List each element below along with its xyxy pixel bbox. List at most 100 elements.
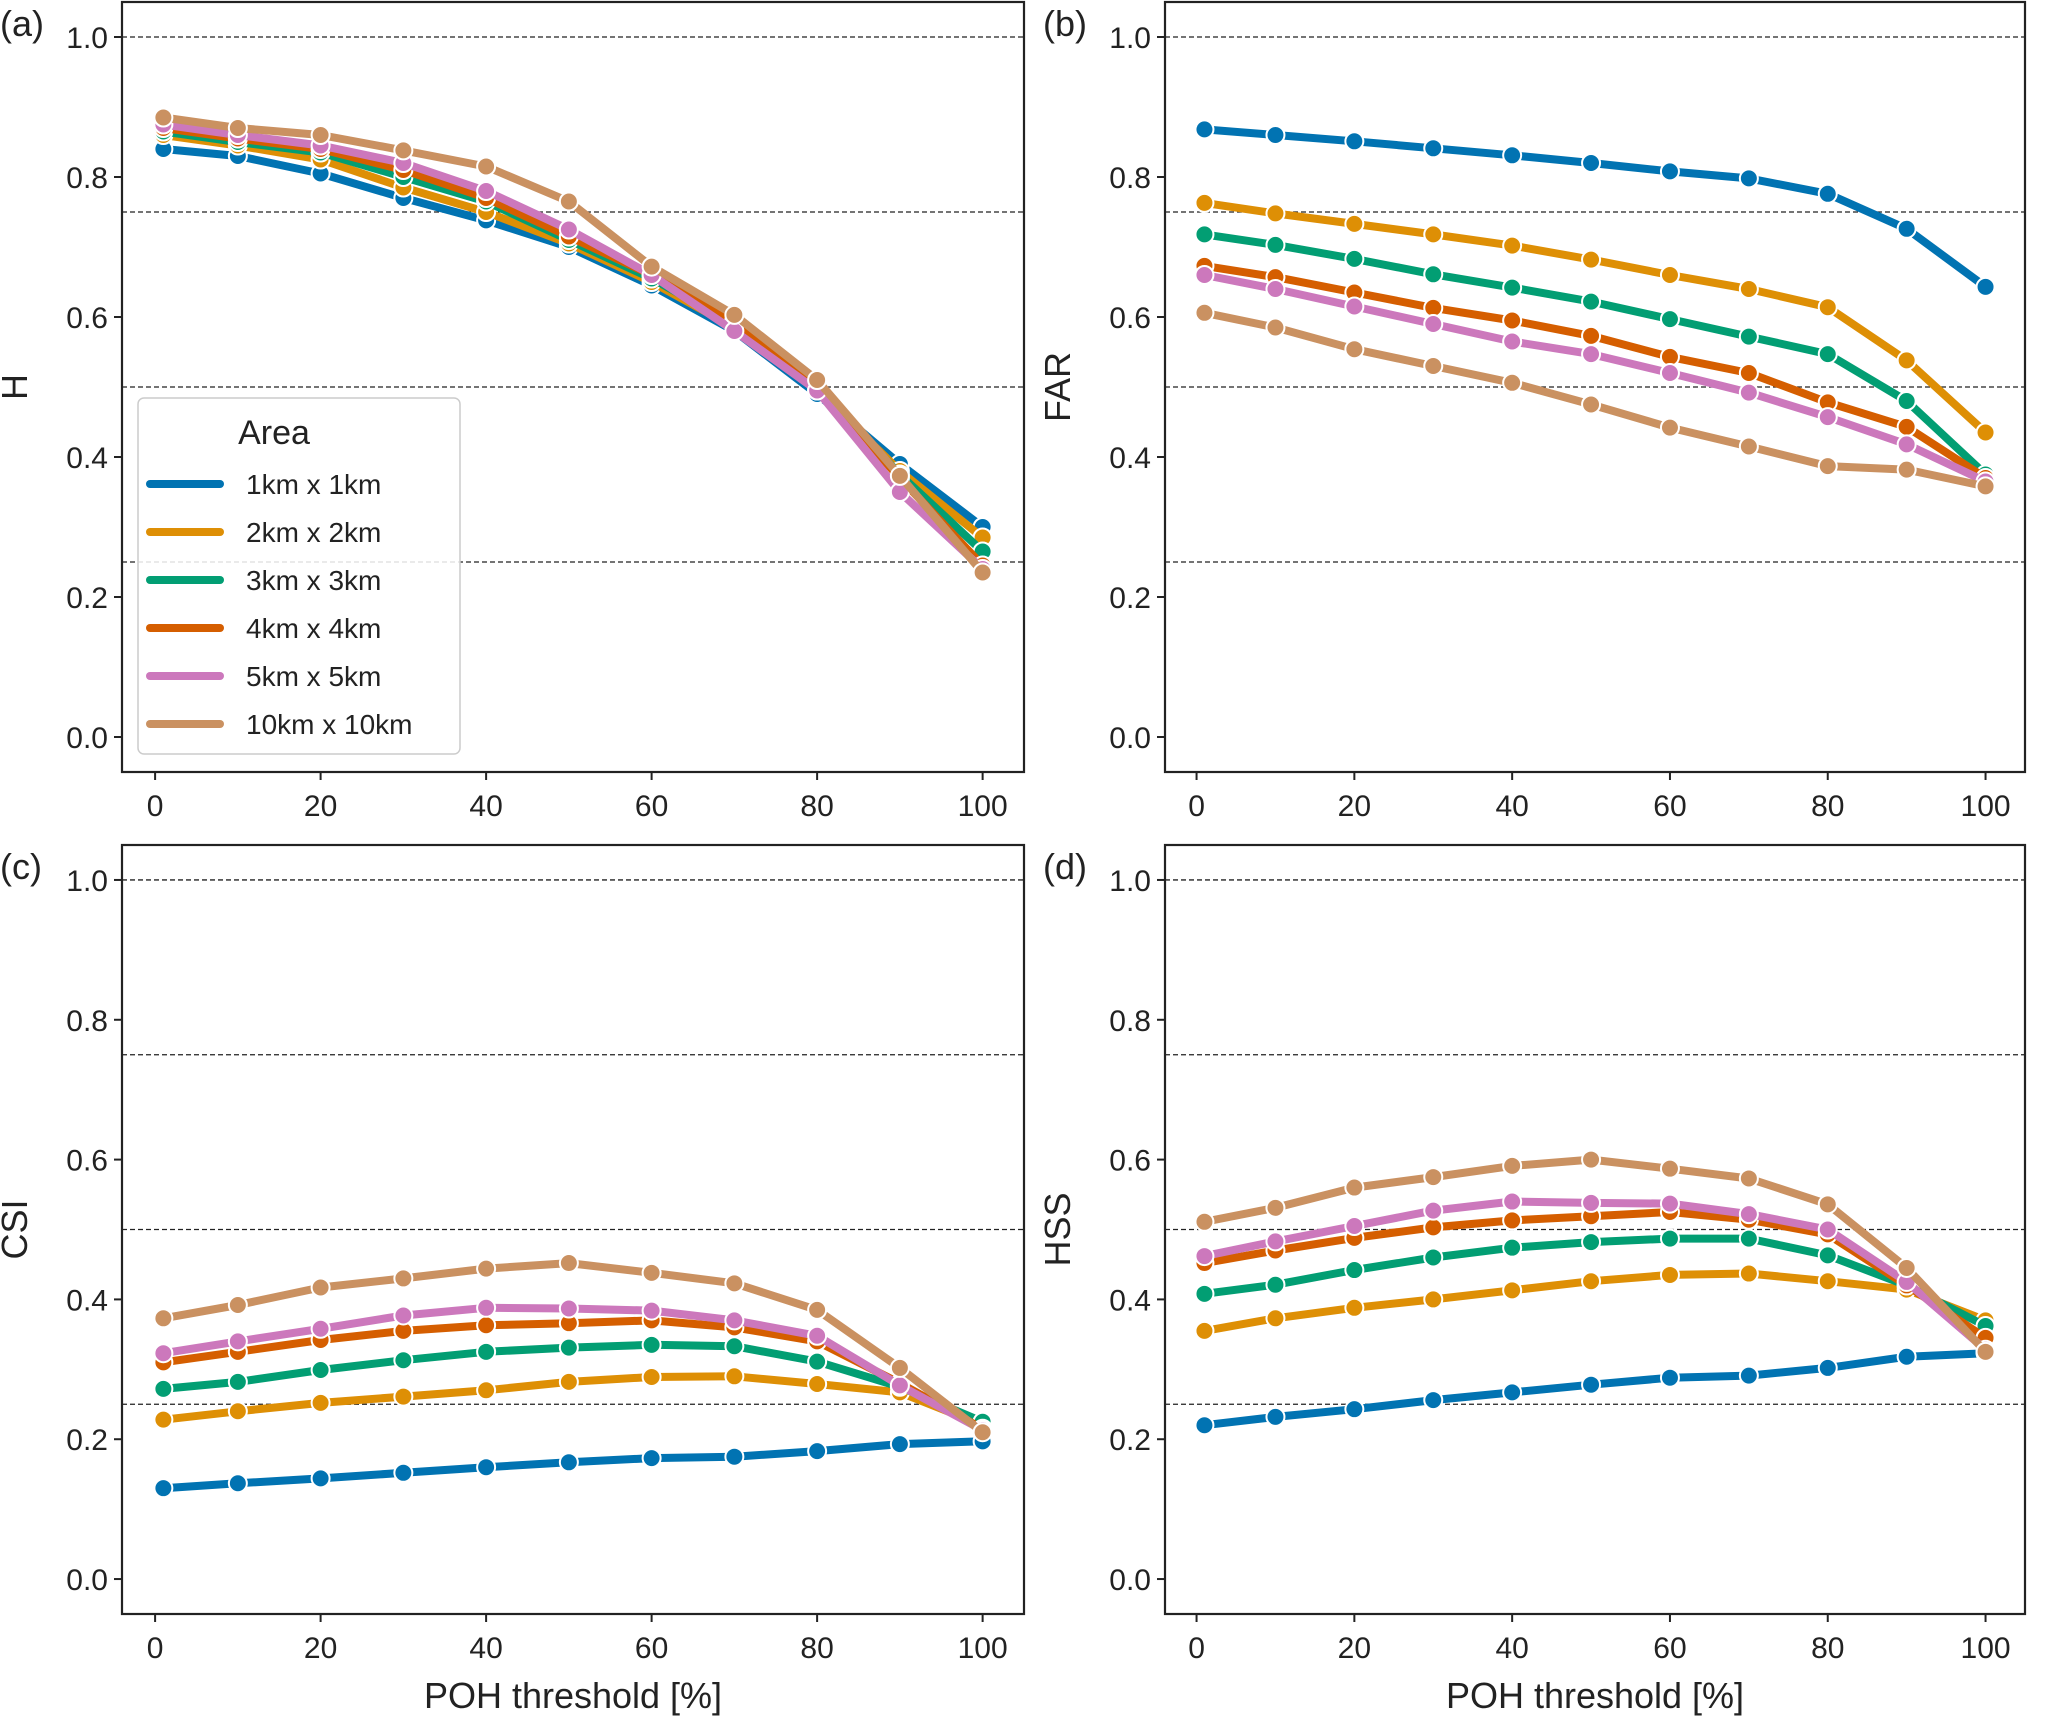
data-point — [724, 1446, 745, 1467]
data-point — [1265, 1406, 1286, 1427]
data-point — [393, 1268, 414, 1289]
y-tick-label: 1.0 — [1109, 22, 1151, 55]
legend-entry: 1km x 1km — [246, 469, 381, 500]
data-point — [393, 1462, 414, 1483]
y-tick-label: 0.0 — [66, 722, 108, 755]
data-point — [476, 1341, 497, 1362]
x-axis-label: POH threshold [%] — [1446, 1675, 1744, 1716]
data-point — [1502, 1382, 1523, 1403]
data-point — [393, 1350, 414, 1371]
y-tick-label: 1.0 — [1109, 865, 1151, 898]
data-point — [1738, 279, 1759, 299]
panel-label: (b) — [1043, 3, 1087, 44]
data-point — [1194, 224, 1215, 245]
y-tick-label: 0.2 — [66, 582, 108, 615]
x-axis-label: POH threshold [%] — [424, 1675, 722, 1716]
y-tick-label: 0.0 — [1109, 1564, 1151, 1597]
axes-frame — [1163, 843, 2027, 1616]
data-point — [1423, 1289, 1444, 1310]
data-point — [1581, 291, 1602, 312]
x-tick-label: 100 — [1961, 790, 2011, 823]
data-point — [153, 1478, 174, 1499]
data-point — [1659, 161, 1680, 182]
data-point — [889, 1434, 910, 1455]
data-point — [393, 1386, 414, 1407]
data-point — [1194, 1246, 1215, 1267]
data-point — [807, 1351, 828, 1372]
data-point — [972, 562, 993, 583]
y-tick-label: 0.2 — [1109, 1424, 1151, 1457]
legend-entry: 2km x 2km — [246, 517, 381, 548]
data-point — [227, 1331, 248, 1352]
data-point — [310, 1360, 331, 1381]
data-point — [724, 1336, 745, 1357]
data-point — [889, 465, 910, 486]
data-point — [1265, 125, 1286, 145]
legend-entry: 3km x 3km — [246, 565, 381, 596]
data-point — [310, 1318, 331, 1339]
data-point — [1817, 1219, 1838, 1240]
data-point — [153, 1378, 174, 1399]
legend: Area 1km x 1km 2km x 2km 3km x 3km 4km x 4km… — [137, 397, 461, 755]
data-point — [1265, 234, 1286, 255]
data-point — [1659, 417, 1680, 438]
data-point — [558, 191, 579, 212]
data-point — [1265, 1274, 1286, 1295]
data-point — [1502, 372, 1523, 393]
legend-title: Area — [238, 414, 310, 452]
data-point — [1194, 265, 1215, 285]
data-point — [1502, 235, 1523, 256]
data-point — [1738, 1365, 1759, 1386]
data-point — [724, 1310, 745, 1331]
data-point — [1265, 1197, 1286, 1218]
data-point — [1502, 277, 1523, 298]
x-tick-label: 40 — [1495, 1632, 1528, 1665]
y-tick-label: 0.8 — [66, 1005, 108, 1038]
x-tick-label: 60 — [635, 1632, 668, 1665]
data-point — [476, 1315, 497, 1336]
data-point — [807, 1441, 828, 1462]
data-point — [1502, 1155, 1523, 1176]
y-axis-label: HSS — [1037, 1192, 1078, 1266]
panel-label: (d) — [1043, 846, 1087, 887]
data-point — [1194, 192, 1215, 213]
data-point — [1738, 1168, 1759, 1189]
data-point — [476, 181, 497, 201]
data-point — [1502, 145, 1523, 166]
data-point — [1896, 1257, 1917, 1278]
x-tick-label: 80 — [1811, 790, 1844, 823]
data-point — [972, 1422, 993, 1443]
data-point — [1194, 302, 1215, 323]
data-point — [1581, 1374, 1602, 1395]
data-point — [1344, 1297, 1365, 1318]
data-point — [558, 1452, 579, 1473]
data-point — [1423, 314, 1444, 334]
data-point — [153, 1343, 174, 1364]
y-tick-label: 0.4 — [1109, 1284, 1151, 1317]
data-point — [1502, 1191, 1523, 1212]
x-tick-label: 60 — [1653, 790, 1686, 823]
data-point — [889, 1375, 910, 1396]
panel-c: 0 20 40 60 80 100 0.0 0.2 0.4 0.6 0.8 1.0 (c) CSI POH … — [0, 843, 1026, 1716]
x-tick-label: 20 — [304, 790, 337, 823]
y-tick-label: 1.0 — [66, 22, 108, 55]
data-point — [1502, 1237, 1523, 1258]
y-axis-label: H — [0, 374, 35, 400]
legend-entry: 5km x 5km — [246, 661, 381, 692]
data-point — [227, 1473, 248, 1494]
data-point — [1738, 382, 1759, 403]
panel-d: 0 20 40 60 80 100 0.0 0.2 0.4 0.6 0.8 1.0 (d) HSS POH … — [1037, 843, 2027, 1716]
data-point — [476, 1457, 497, 1478]
data-point — [1581, 394, 1602, 415]
y-tick-label: 0.6 — [1109, 1145, 1151, 1178]
data-point — [1659, 309, 1680, 330]
data-point — [227, 1295, 248, 1316]
data-point — [1817, 1357, 1838, 1378]
y-tick-label: 0.6 — [66, 1145, 108, 1178]
data-point — [1975, 476, 1996, 497]
x-tick-label: 100 — [958, 1632, 1008, 1665]
data-point — [724, 1273, 745, 1294]
data-point — [641, 1334, 662, 1355]
data-point — [476, 1258, 497, 1279]
axes-frame — [120, 0, 1026, 774]
